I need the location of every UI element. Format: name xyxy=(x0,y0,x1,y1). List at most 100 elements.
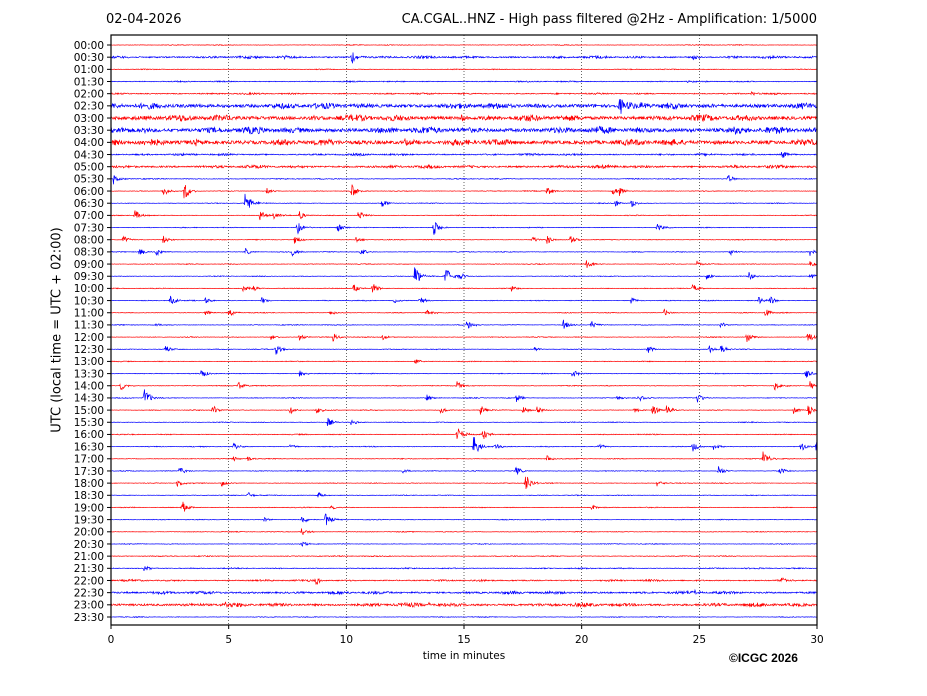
y-tick-label: 06:00 xyxy=(74,186,104,198)
y-tick-label: 09:00 xyxy=(74,259,104,271)
y-tick-label: 06:30 xyxy=(74,198,104,210)
x-axis-label: time in minutes xyxy=(422,650,506,662)
y-tick-label: 20:00 xyxy=(74,527,104,539)
x-tick-label: 15 xyxy=(457,634,470,646)
plot-frame xyxy=(110,34,818,626)
trace-row xyxy=(110,125,818,135)
y-tick-label: 11:30 xyxy=(74,320,104,332)
trace-row xyxy=(110,466,818,476)
trace-row xyxy=(110,113,818,123)
y-tick-label: 08:00 xyxy=(74,235,104,247)
trace-row xyxy=(110,99,818,114)
y-tick-label: 22:00 xyxy=(74,575,104,587)
trace-row xyxy=(110,555,818,558)
y-tick-label: 12:30 xyxy=(74,344,104,356)
x-tick-label: 30 xyxy=(810,634,823,646)
y-tick-label: 03:00 xyxy=(74,113,104,125)
trace-row xyxy=(110,389,818,403)
trace-row xyxy=(110,284,818,293)
trace-row xyxy=(110,437,817,453)
trace-row xyxy=(110,476,818,490)
x-tick-label: 0 xyxy=(108,634,115,646)
y-tick-label: 00:30 xyxy=(74,52,104,64)
y-tick-label: 16:30 xyxy=(74,441,104,453)
y-tick-label: 10:30 xyxy=(74,295,104,307)
chart-title: CA.CGAL..HNZ - High pass filtered @2Hz -… xyxy=(401,12,817,27)
y-tick-label: 04:30 xyxy=(74,149,104,161)
trace-row xyxy=(110,370,818,378)
trace-row xyxy=(110,222,818,235)
x-tick-label: 5 xyxy=(225,634,232,646)
trace-row xyxy=(110,405,818,415)
trace-row xyxy=(110,193,818,208)
trace-row xyxy=(110,210,818,221)
trace-row xyxy=(110,267,818,281)
trace-row xyxy=(110,68,818,71)
y-tick-label: 18:00 xyxy=(74,478,104,490)
y-tick-label: 17:00 xyxy=(74,454,104,466)
y-tick-label: 01:00 xyxy=(74,64,104,76)
y-tick-label: 02:00 xyxy=(74,88,104,100)
y-tick-label: 08:30 xyxy=(74,247,104,259)
trace-row xyxy=(110,565,818,572)
trace-row xyxy=(110,616,818,618)
trace-row xyxy=(110,359,818,365)
trace-row xyxy=(110,528,818,535)
trace-row xyxy=(110,260,818,268)
date-label: 02-04-2026 xyxy=(106,12,182,27)
trace-row xyxy=(110,308,818,317)
y-tick-label: 00:00 xyxy=(74,40,104,52)
y-tick-label: 10:00 xyxy=(74,283,104,295)
trace-row xyxy=(110,91,818,96)
y-tick-label: 23:00 xyxy=(74,600,104,612)
y-tick-label: 05:00 xyxy=(74,162,104,174)
trace-row xyxy=(110,417,818,427)
y-tick-label: 07:00 xyxy=(74,210,104,222)
trace-row xyxy=(110,513,818,526)
trace-row xyxy=(110,601,818,609)
trace-row xyxy=(110,345,818,355)
y-tick-label: 04:00 xyxy=(74,137,104,149)
y-tick-label: 13:00 xyxy=(74,356,104,368)
y-tick-label: 02:30 xyxy=(74,101,104,113)
trace-row xyxy=(110,52,818,64)
trace-row xyxy=(110,577,818,586)
trace-row xyxy=(110,235,818,244)
y-tick-label: 21:30 xyxy=(74,563,104,575)
x-tick-label: 10 xyxy=(340,634,353,646)
trace-row xyxy=(110,79,818,84)
y-tick-label: 18:30 xyxy=(74,490,104,502)
trace-row xyxy=(110,501,818,512)
y-tick-label: 20:30 xyxy=(74,539,104,551)
trace-row xyxy=(110,451,818,462)
y-tick-label: 13:30 xyxy=(74,368,104,380)
y-tick-label: 15:00 xyxy=(74,405,104,417)
y-tick-label: 11:00 xyxy=(74,308,104,320)
y-tick-label: 19:00 xyxy=(74,502,104,514)
y-tick-label: 14:30 xyxy=(74,393,104,405)
trace-row xyxy=(110,333,818,343)
y-tick-label: 12:00 xyxy=(74,332,104,344)
y-tick-label: 07:30 xyxy=(74,222,104,234)
y-tick-label: 03:30 xyxy=(74,125,104,137)
trace-row xyxy=(110,184,818,199)
trace-row xyxy=(110,319,818,329)
y-tick-label: 17:30 xyxy=(74,466,104,478)
x-tick-label: 25 xyxy=(693,634,706,646)
trace-row xyxy=(110,588,818,596)
trace-row xyxy=(110,151,818,159)
y-tick-label: 15:30 xyxy=(74,417,104,429)
y-tick-label: 23:30 xyxy=(74,612,104,624)
x-tick-label: 20 xyxy=(575,634,588,646)
trace-row xyxy=(110,44,818,47)
trace-row xyxy=(110,381,818,391)
trace-row xyxy=(110,428,818,440)
y-tick-label: 14:00 xyxy=(74,381,104,393)
y-tick-label: 16:00 xyxy=(74,429,104,441)
y-tick-label: 22:30 xyxy=(74,587,104,599)
trace-row xyxy=(110,295,818,305)
trace-row xyxy=(110,247,818,257)
y-tick-label: 05:30 xyxy=(74,174,104,186)
trace-row xyxy=(110,175,818,185)
